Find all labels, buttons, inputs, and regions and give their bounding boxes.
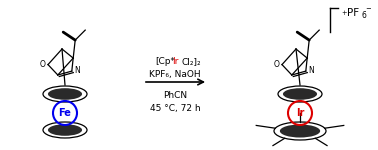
Ellipse shape [48,124,82,136]
Text: Fe: Fe [59,108,71,118]
Text: [Cp*: [Cp* [155,57,175,66]
Text: O: O [40,60,46,69]
Text: O: O [274,60,280,69]
Text: Ir: Ir [172,57,178,66]
Text: 45 °C, 72 h: 45 °C, 72 h [150,103,200,112]
Text: Ir: Ir [296,108,304,118]
Text: Cl₂]₂: Cl₂]₂ [182,57,201,66]
Text: $^-$: $^-$ [364,6,372,16]
Text: PF: PF [347,8,359,18]
Text: N: N [308,66,314,75]
Text: N: N [74,66,80,75]
Ellipse shape [48,88,82,100]
Ellipse shape [283,88,317,100]
Text: $^+$: $^+$ [340,10,348,20]
Text: PhCN: PhCN [163,92,187,100]
Ellipse shape [280,124,320,138]
Text: KPF₆, NaOH: KPF₆, NaOH [149,69,201,78]
Text: 6: 6 [361,12,366,21]
